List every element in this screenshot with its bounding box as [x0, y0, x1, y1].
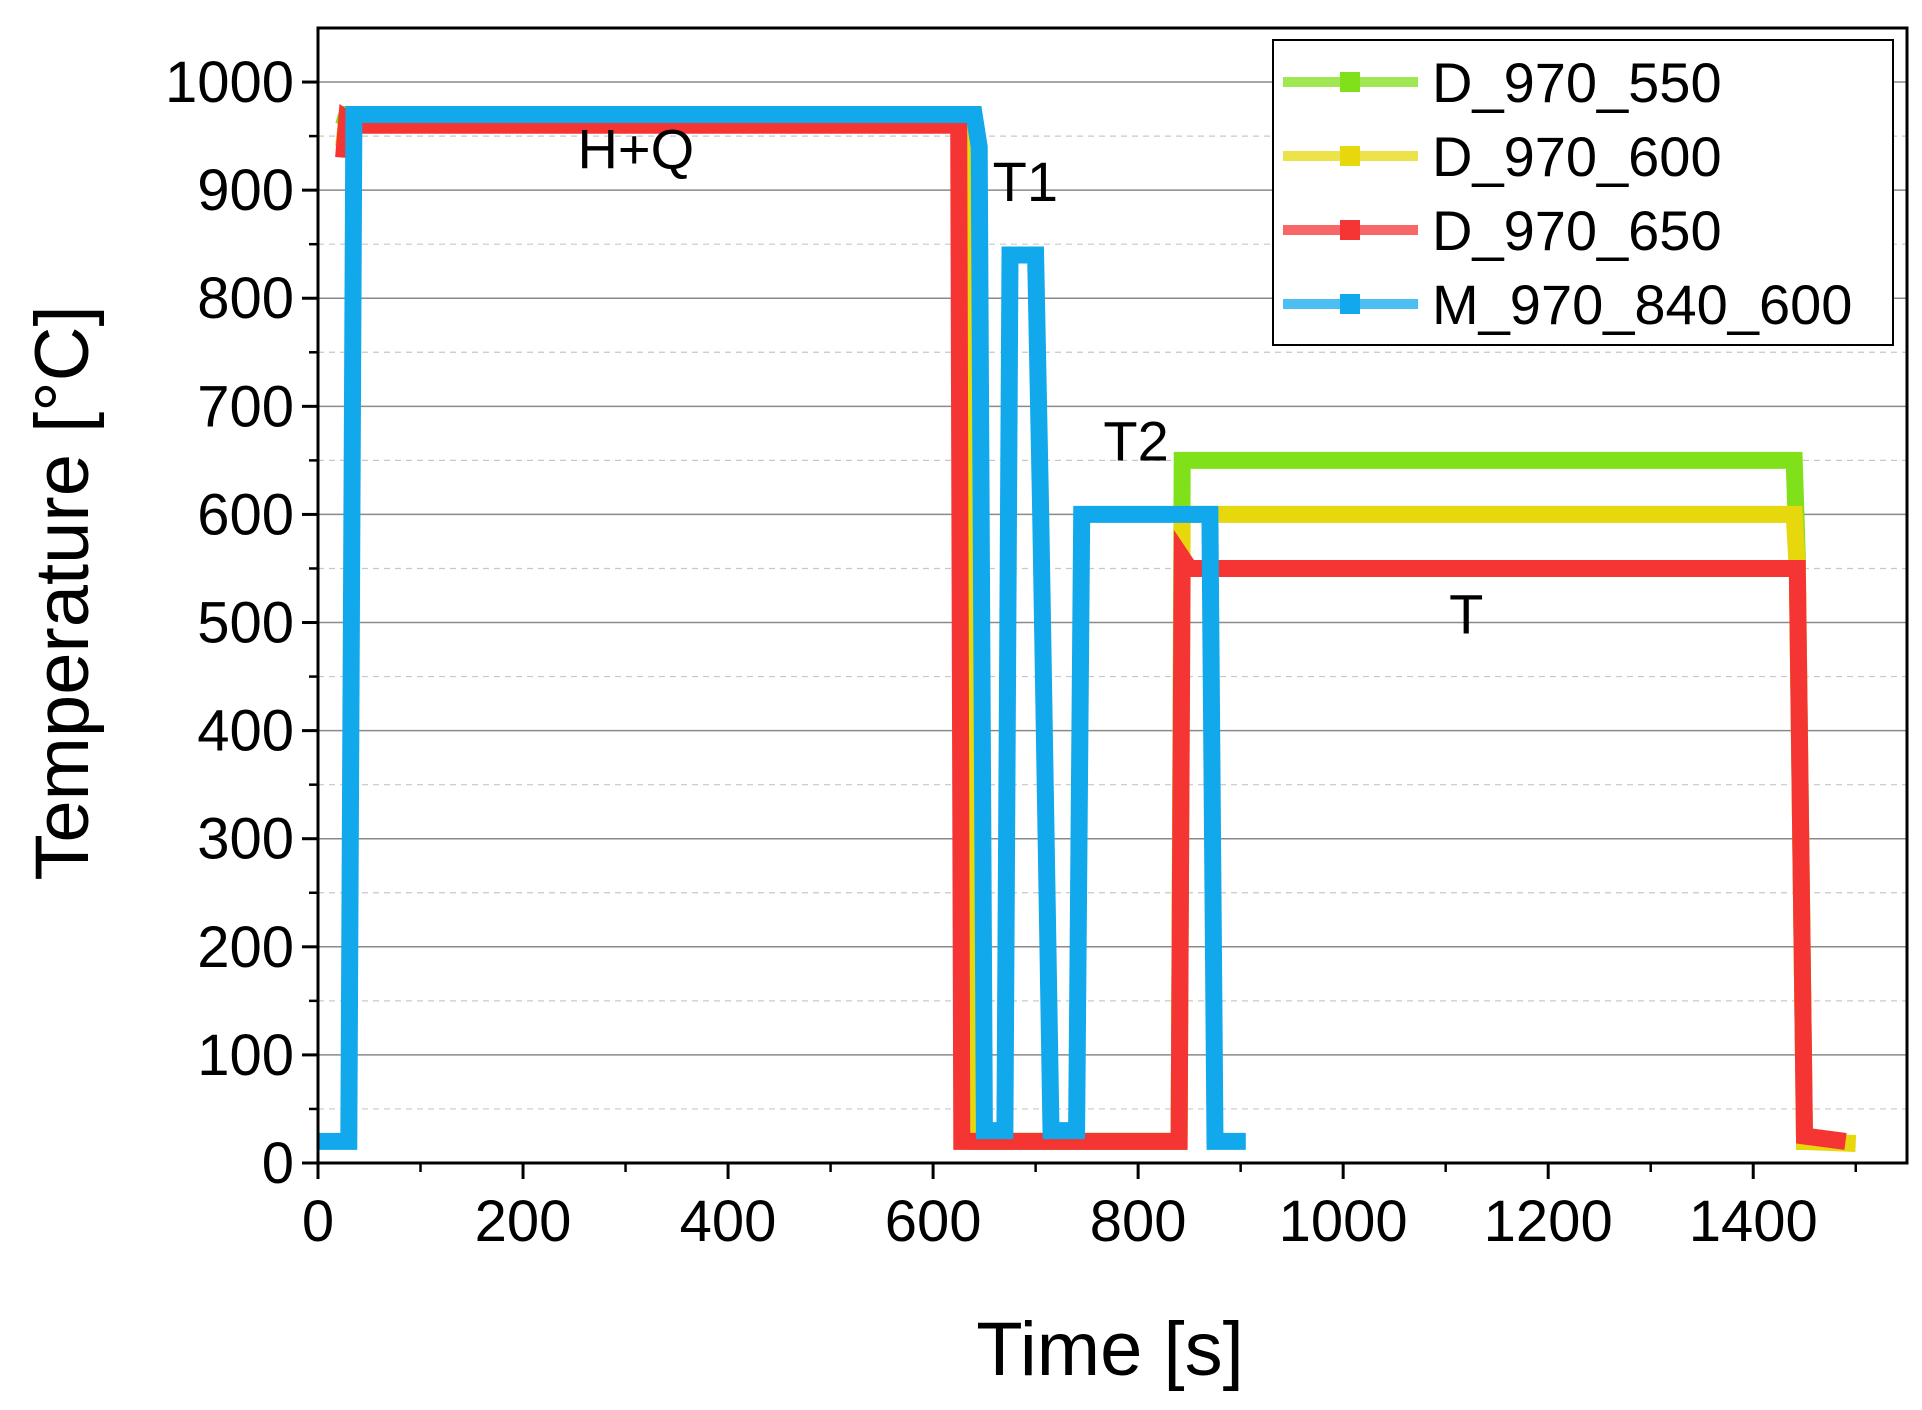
annotation-label: T2: [1103, 409, 1168, 472]
y-tick-label: 1000: [165, 50, 294, 115]
x-tick-label: 800: [1090, 1189, 1187, 1254]
annotations: H+Q T1 T2 T: [577, 118, 1483, 646]
legend-swatch-marker: [1340, 220, 1360, 240]
y-tick-label: 700: [197, 374, 294, 439]
legend-label: M_970_840_600: [1432, 273, 1852, 336]
x-tick-label: 1200: [1484, 1189, 1613, 1254]
y-tick-label: 500: [197, 591, 294, 656]
axis-ticks: 0 200 400 600 800 1000 1200 1400 0 100 200 300 400 50…: [165, 50, 1857, 1254]
y-tick-label: 900: [197, 158, 294, 223]
legend-box: [1272, 39, 1894, 346]
x-tick-label: 600: [885, 1189, 982, 1254]
y-tick-label: 800: [197, 266, 294, 331]
x-tick-label: 0: [302, 1189, 334, 1254]
legend: D_970_550 D_970_600 D_970_650 M_970_840_600: [1272, 39, 1894, 346]
series-line-m-970-840-600: [318, 106, 1246, 1150]
series-layer: [318, 103, 1857, 1152]
x-tick-label: 400: [680, 1189, 777, 1254]
legend-swatch-marker: [1340, 72, 1360, 92]
legend-label: D_970_600: [1432, 125, 1722, 188]
annotation-label: H+Q: [577, 118, 694, 181]
annotation-label: T: [1449, 582, 1483, 645]
x-tick-label: 1400: [1689, 1189, 1818, 1254]
y-tick-label: 0: [262, 1131, 294, 1196]
x-tick-label: 1000: [1279, 1189, 1408, 1254]
y-tick-label: 300: [197, 807, 294, 872]
legend-swatch-marker: [1340, 294, 1360, 314]
y-tick-label: 600: [197, 482, 294, 547]
legend-label: D_970_650: [1432, 199, 1722, 262]
x-tick-label: 200: [475, 1189, 572, 1254]
y-tick-label: 400: [197, 699, 294, 764]
annotation-label: T1: [993, 150, 1058, 213]
y-tick-label: 100: [197, 1023, 294, 1088]
y-tick-label: 200: [197, 915, 294, 980]
legend-swatch-marker: [1340, 146, 1360, 166]
x-axis-title: Time [s]: [976, 1307, 1243, 1392]
plot-frame: [316, 26, 1909, 1165]
y-axis-title: Temperature [°C]: [20, 305, 105, 880]
legend-label: D_970_550: [1432, 51, 1722, 114]
